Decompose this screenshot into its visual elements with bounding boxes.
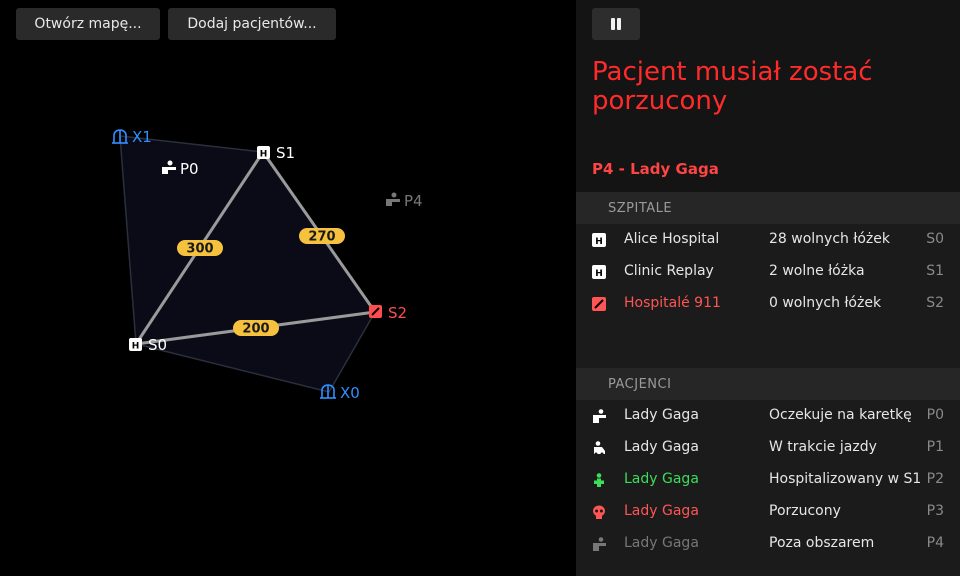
hospital-icon: [257, 146, 270, 159]
svg-text:X1: X1: [132, 128, 152, 146]
patient-status: W trakcie jazdy: [769, 439, 877, 455]
svg-text:P0: P0: [180, 160, 199, 178]
node-p4[interactable]: P4: [386, 192, 423, 210]
hospital-beds: 28 wolnych łóżek: [769, 231, 890, 247]
svg-text:200: 200: [242, 322, 269, 337]
pause-icon-bar: [617, 18, 621, 30]
patient-status: Oczekuje na karetkę: [769, 407, 912, 423]
svg-text:S1: S1: [276, 144, 295, 162]
hospital-full-icon: [592, 297, 606, 311]
hospitals-list: H Alice Hospital 28 wolnych łóżek S0 H C…: [576, 224, 960, 368]
patient-code: P3: [926, 503, 944, 519]
waiting-patient-icon: [592, 409, 606, 423]
hospital-beds: 2 wolne łóżka: [769, 263, 865, 279]
svg-text:H: H: [132, 342, 140, 352]
patient-name: Lady Gaga: [624, 439, 699, 455]
hospital-name: Clinic Replay: [624, 263, 714, 279]
waiting-patient-icon: [162, 160, 176, 174]
hospital-name: Alice Hospital: [624, 231, 720, 247]
patient-name: Lady Gaga: [624, 503, 699, 519]
patient-row[interactable]: Lady Gaga Hospitalizowany w S1 P2: [576, 464, 960, 496]
patient-row[interactable]: Lady Gaga Poza obszarem P4: [576, 528, 960, 560]
patient-status: Poza obszarem: [769, 535, 875, 551]
svg-text:X0: X0: [340, 384, 360, 402]
weight-label-s1-s2: 270: [299, 228, 345, 245]
weight-label-s0-s2: 200: [233, 320, 279, 337]
hospital-row[interactable]: H Clinic Replay 2 wolne łóżka S1: [576, 256, 960, 288]
area-polygon: [119, 135, 376, 393]
hospital-code: S1: [926, 263, 944, 279]
patient-code: P4: [926, 535, 944, 551]
exit-icon: [320, 384, 336, 399]
side-panel: Pacjent musiał zostać porzucony P4 - Lad…: [576, 0, 960, 576]
patients-header-label: PACJENCI: [608, 377, 672, 392]
patient-status: Hospitalizowany w S1: [769, 471, 922, 487]
open-map-button[interactable]: Otwórz mapę...: [16, 8, 160, 40]
patient-row[interactable]: Lady Gaga Oczekuje na karetkę P0: [576, 400, 960, 432]
patient-row[interactable]: Lady Gaga W trakcie jazdy P1: [576, 432, 960, 464]
skull-icon: [592, 505, 606, 519]
svg-text:H: H: [595, 269, 603, 279]
out-of-area-icon: [386, 192, 400, 206]
svg-text:H: H: [595, 237, 603, 247]
svg-text:H: H: [260, 150, 268, 160]
patient-code: P1: [926, 439, 944, 455]
svg-text:300: 300: [186, 242, 213, 257]
node-s1[interactable]: H S1: [257, 144, 295, 162]
hospital-row[interactable]: H Alice Hospital 28 wolnych łóżek S0: [576, 224, 960, 256]
svg-text:P4: P4: [404, 192, 423, 210]
hospitals-header-label: SZPITALE: [608, 201, 673, 216]
hospital-code: S2: [926, 295, 944, 311]
hospital-row[interactable]: Hospitalé 911 0 wolnych łóżek S2: [576, 288, 960, 320]
node-s2[interactable]: S2: [369, 304, 407, 322]
hospital-icon: H: [592, 265, 606, 279]
node-x1[interactable]: X1: [112, 128, 152, 146]
add-patients-button[interactable]: Dodaj pacjentów...: [168, 8, 336, 40]
patient-status: Porzucony: [769, 503, 841, 519]
hospitals-header: SZPITALE: [576, 192, 960, 224]
svg-text:S2: S2: [388, 304, 407, 322]
patients-list: Lady Gaga Oczekuje na karetkę P0 Lady Ga…: [576, 400, 960, 576]
pause-button[interactable]: [592, 8, 640, 40]
patients-header: PACJENCI: [576, 368, 960, 400]
hospital-code: S0: [926, 231, 944, 247]
patient-name: Lady Gaga: [624, 535, 699, 551]
weight-label-s0-s1: 300: [177, 240, 223, 257]
alert-title: Pacjent musiał zostać porzucony: [592, 57, 873, 116]
selected-patient: P4 - Lady Gaga: [592, 160, 719, 178]
hospitalized-icon: [592, 473, 606, 487]
svg-text:270: 270: [308, 230, 335, 245]
hospital-name: Hospitalé 911: [624, 295, 721, 311]
patient-code: P2: [926, 471, 944, 487]
patient-name: Lady Gaga: [624, 471, 699, 487]
node-x0[interactable]: X0: [320, 384, 360, 402]
out-of-area-icon: [592, 537, 606, 551]
map-canvas[interactable]: 300 270 200 X1 P0 H S1: [0, 0, 576, 576]
patient-code: P0: [926, 407, 944, 423]
patient-row[interactable]: Lady Gaga Porzucony P3: [576, 496, 960, 528]
ambulance-patient-icon: [592, 441, 606, 456]
exit-icon: [112, 129, 128, 144]
node-p0[interactable]: P0: [162, 160, 199, 178]
map-pane: Otwórz mapę... Dodaj pacjentów... 300 27…: [0, 0, 576, 576]
node-s0[interactable]: H S0: [129, 336, 167, 354]
hospital-icon: H: [592, 233, 606, 247]
svg-text:S0: S0: [148, 336, 167, 354]
pause-icon: [611, 18, 615, 30]
hospital-icon: [129, 338, 142, 351]
hospital-beds: 0 wolnych łóżek: [769, 295, 882, 311]
patient-name: Lady Gaga: [624, 407, 699, 423]
